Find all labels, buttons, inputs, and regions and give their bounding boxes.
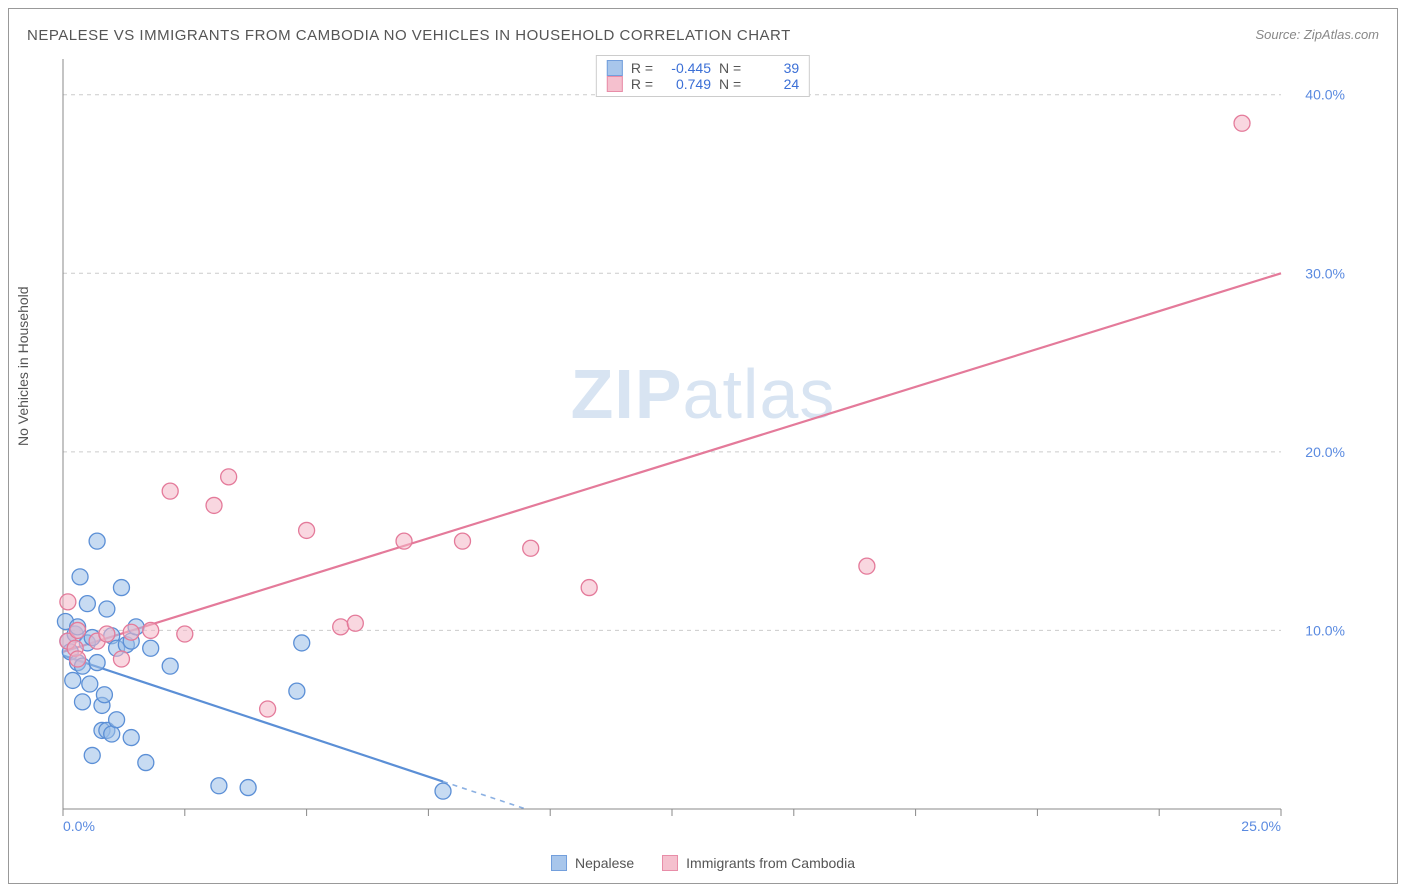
swatch-series-1 xyxy=(662,855,678,871)
source-label: Source: ZipAtlas.com xyxy=(1255,27,1379,42)
legend-item-0: Nepalese xyxy=(551,855,634,871)
series-name-0: Nepalese xyxy=(575,855,634,871)
plot-area: 10.0% 20.0% 30.0% 40.0% 0.0% 25.0% xyxy=(55,55,1351,837)
stats-legend: R = -0.445 N = 39 R = 0.749 N = 24 xyxy=(596,55,810,97)
scatter-plot-svg: 10.0% 20.0% 30.0% 40.0% 0.0% 25.0% xyxy=(55,55,1351,837)
stats-row-series-0: R = -0.445 N = 39 xyxy=(607,60,799,76)
n-label: N = xyxy=(719,76,741,92)
swatch-series-0 xyxy=(607,60,623,76)
bottom-legend: Nepalese Immigrants from Cambodia xyxy=(551,855,855,871)
series-name-1: Immigrants from Cambodia xyxy=(686,855,855,871)
n-label: N = xyxy=(719,60,741,76)
r-label: R = xyxy=(631,60,653,76)
r-value-0: -0.445 xyxy=(661,60,711,76)
y-axis-label: No Vehicles in Household xyxy=(15,286,31,446)
swatch-series-0 xyxy=(551,855,567,871)
chart-title: NEPALESE VS IMMIGRANTS FROM CAMBODIA NO … xyxy=(27,27,791,44)
chart-container: NEPALESE VS IMMIGRANTS FROM CAMBODIA NO … xyxy=(8,8,1398,884)
n-value-0: 39 xyxy=(749,60,799,76)
svg-text:25.0%: 25.0% xyxy=(1241,818,1281,834)
n-value-1: 24 xyxy=(749,76,799,92)
r-label: R = xyxy=(631,76,653,92)
legend-item-1: Immigrants from Cambodia xyxy=(662,855,855,871)
swatch-series-1 xyxy=(607,76,623,92)
svg-text:10.0%: 10.0% xyxy=(1305,622,1345,638)
svg-text:30.0%: 30.0% xyxy=(1305,265,1345,281)
r-value-1: 0.749 xyxy=(661,76,711,92)
svg-text:20.0%: 20.0% xyxy=(1305,444,1345,460)
svg-text:0.0%: 0.0% xyxy=(63,818,95,834)
svg-text:40.0%: 40.0% xyxy=(1305,87,1345,103)
stats-row-series-1: R = 0.749 N = 24 xyxy=(607,76,799,92)
